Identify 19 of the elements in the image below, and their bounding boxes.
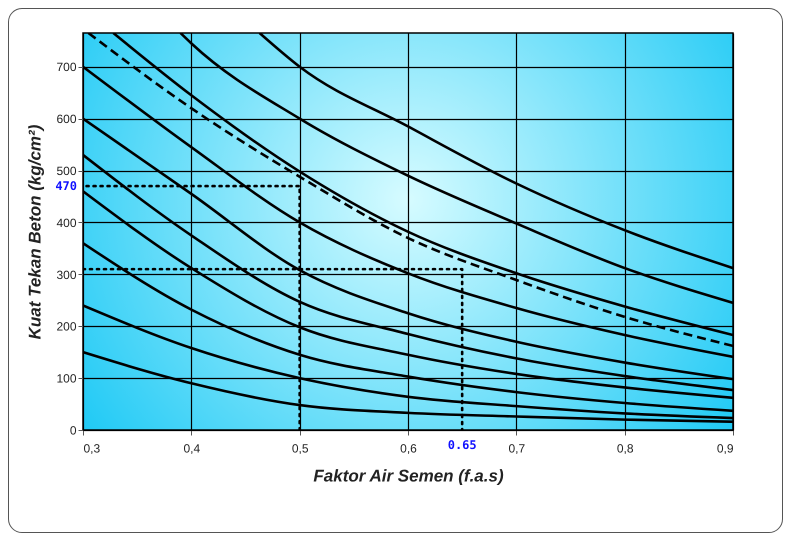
y-tick-label: 100 bbox=[56, 372, 77, 386]
annotation: 0.65 bbox=[448, 438, 477, 452]
y-tick-label: 0 bbox=[70, 424, 77, 438]
x-axis-title: Faktor Air Semen (f.a.s) bbox=[313, 466, 504, 486]
y-tick-label: 500 bbox=[56, 164, 77, 178]
x-tick-label: 0,4 bbox=[183, 442, 200, 456]
y-tick-label: 400 bbox=[56, 216, 77, 230]
y-tick-label: 700 bbox=[56, 60, 77, 74]
x-tick-label: 0,9 bbox=[716, 442, 734, 456]
x-tick-label: 0,7 bbox=[508, 442, 526, 456]
x-tick-label: 0,6 bbox=[400, 442, 418, 456]
y-tick-label: 600 bbox=[56, 112, 77, 126]
x-tick-label: 0,3 bbox=[84, 442, 101, 456]
y-axis-title: Kuat Tekan Beton (kg/cm²) bbox=[25, 124, 44, 340]
y-tick-label: 200 bbox=[56, 320, 77, 334]
y-tick-label: 300 bbox=[56, 268, 77, 282]
annotation: 470 bbox=[55, 179, 77, 194]
x-tick-label: 0,8 bbox=[616, 442, 634, 456]
x-tick-label: 0,5 bbox=[292, 442, 309, 456]
